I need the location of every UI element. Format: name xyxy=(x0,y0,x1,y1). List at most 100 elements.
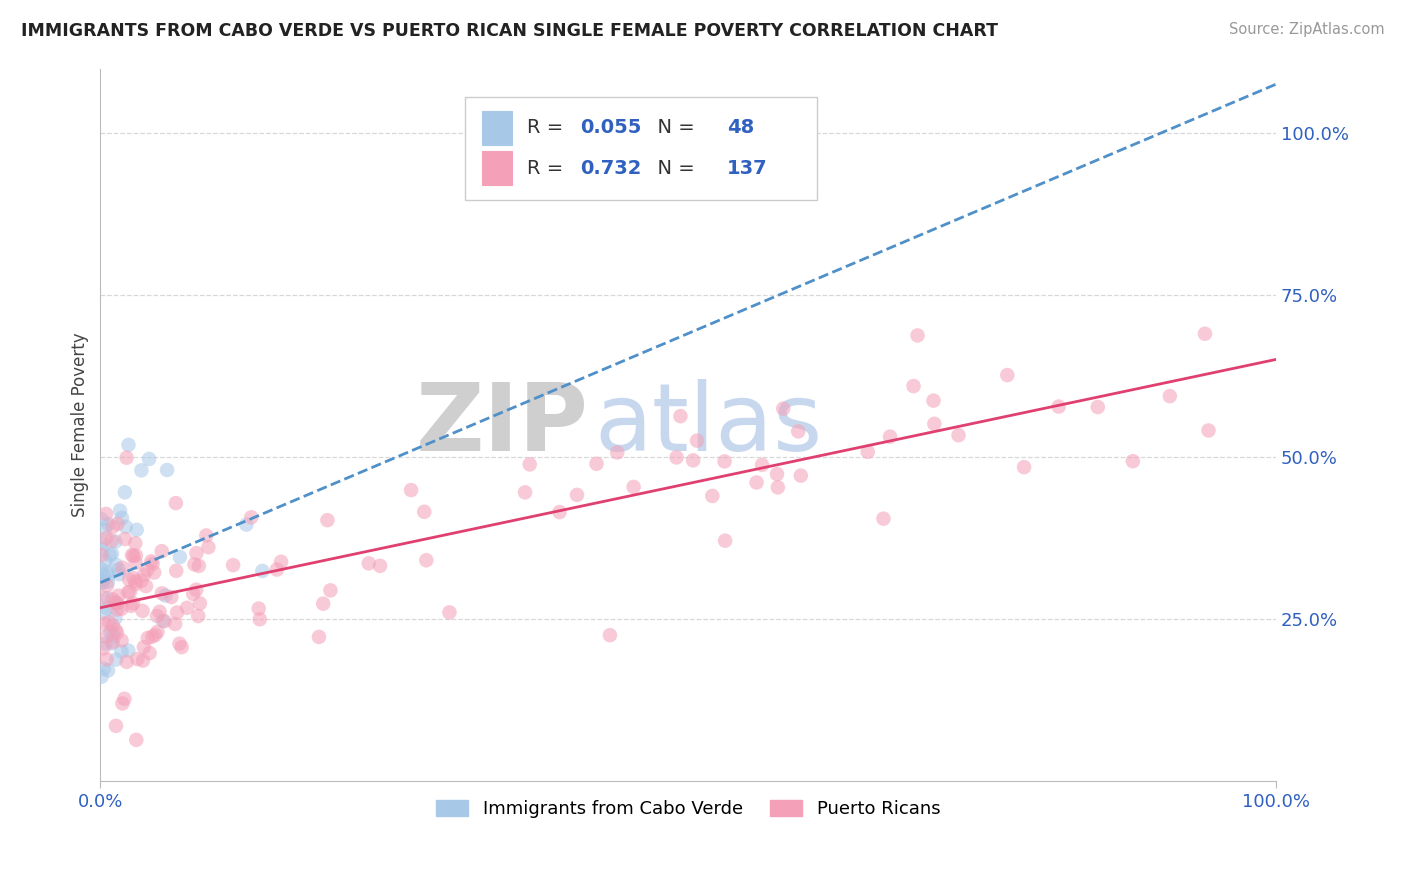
Point xyxy=(186,546,208,560)
Text: Source: ZipAtlas.com: Source: ZipAtlas.com xyxy=(1229,22,1385,37)
Point xyxy=(165,496,187,510)
Point xyxy=(187,558,209,573)
Point xyxy=(702,489,724,503)
Point xyxy=(93,616,115,631)
Point xyxy=(90,562,112,576)
Point xyxy=(766,467,789,481)
Point xyxy=(143,566,166,580)
Point xyxy=(101,628,124,642)
Point xyxy=(188,596,211,610)
Point xyxy=(96,652,118,666)
Point xyxy=(146,609,169,624)
Point xyxy=(903,379,925,393)
Text: N =: N = xyxy=(645,159,700,178)
Point xyxy=(160,590,183,604)
Text: 0.732: 0.732 xyxy=(581,159,641,178)
Text: atlas: atlas xyxy=(595,379,823,471)
Point xyxy=(565,488,588,502)
Point xyxy=(148,605,170,619)
Point xyxy=(97,568,120,582)
Point xyxy=(357,557,380,571)
Point xyxy=(247,601,270,615)
Point xyxy=(415,553,437,567)
Legend: Immigrants from Cabo Verde, Puerto Ricans: Immigrants from Cabo Verde, Puerto Rican… xyxy=(429,793,948,825)
Point xyxy=(142,557,165,571)
Text: R =: R = xyxy=(527,118,569,137)
Point xyxy=(107,562,129,576)
Point xyxy=(856,445,879,459)
Point xyxy=(104,611,127,625)
Point xyxy=(118,573,141,587)
Point xyxy=(125,574,148,589)
Point xyxy=(924,417,946,431)
Point xyxy=(96,566,118,580)
Point xyxy=(105,652,128,666)
Point xyxy=(170,640,193,655)
Point xyxy=(108,503,131,517)
Point xyxy=(98,615,121,630)
Point xyxy=(156,463,179,477)
Point xyxy=(136,563,159,577)
Point xyxy=(146,624,169,639)
Point xyxy=(872,511,894,525)
Point xyxy=(141,554,163,568)
Point xyxy=(124,536,146,550)
Point xyxy=(90,548,112,562)
Point xyxy=(97,574,120,589)
Point xyxy=(90,670,112,684)
Point xyxy=(235,517,257,532)
Point xyxy=(125,732,148,747)
Point xyxy=(104,558,127,572)
Point xyxy=(98,548,121,562)
Point xyxy=(114,532,136,546)
Point xyxy=(114,485,136,500)
Point xyxy=(93,591,115,605)
Point xyxy=(132,654,155,668)
Point xyxy=(665,450,688,465)
Text: 0.055: 0.055 xyxy=(581,118,641,137)
Point xyxy=(124,577,146,591)
Point xyxy=(127,652,149,666)
Point xyxy=(104,534,127,549)
Point xyxy=(90,575,112,590)
Point xyxy=(110,644,132,658)
Point xyxy=(948,428,970,442)
Point xyxy=(100,625,122,640)
Point xyxy=(94,554,117,568)
Point xyxy=(599,628,621,642)
Point xyxy=(169,549,191,564)
Point xyxy=(110,602,132,616)
Point xyxy=(176,600,198,615)
Text: R =: R = xyxy=(527,159,569,178)
Point xyxy=(125,549,148,563)
Text: 48: 48 xyxy=(727,118,754,137)
Point xyxy=(101,636,124,650)
Point xyxy=(585,457,607,471)
Bar xyxy=(482,151,512,186)
Point xyxy=(439,606,461,620)
Point xyxy=(93,606,115,620)
Point xyxy=(94,522,117,536)
Point xyxy=(101,520,124,534)
Point xyxy=(519,458,541,472)
Point xyxy=(135,579,157,593)
Point xyxy=(745,475,768,490)
Point xyxy=(714,533,737,548)
Point xyxy=(94,531,117,545)
Point xyxy=(166,606,188,620)
Point xyxy=(108,567,131,582)
Point xyxy=(138,452,160,467)
Point xyxy=(117,585,139,599)
Point xyxy=(548,505,571,519)
Point xyxy=(252,564,274,578)
Point xyxy=(1194,326,1216,341)
Point xyxy=(240,510,263,524)
Point xyxy=(713,454,735,468)
Point xyxy=(181,587,204,601)
Point xyxy=(118,585,141,599)
Point xyxy=(249,612,271,626)
Point xyxy=(186,582,208,597)
Point xyxy=(96,601,118,615)
Point xyxy=(686,434,709,448)
Point xyxy=(513,485,536,500)
